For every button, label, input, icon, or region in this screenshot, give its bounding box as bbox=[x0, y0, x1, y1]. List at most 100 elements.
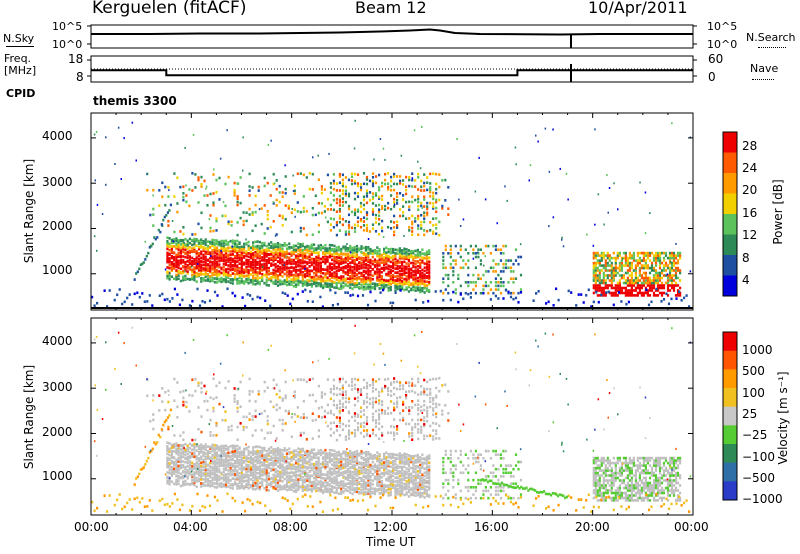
range-gate-cell bbox=[200, 241, 203, 244]
range-gate-cell bbox=[671, 263, 673, 266]
range-gate-cell bbox=[236, 487, 239, 490]
range-gate-cell bbox=[231, 272, 234, 275]
range-gate-cell bbox=[385, 272, 388, 276]
range-gate-cell bbox=[387, 225, 390, 229]
range-gate-cell bbox=[274, 470, 277, 474]
range-gate-cell bbox=[224, 242, 228, 246]
range-gate-cell bbox=[290, 278, 293, 281]
range-gate-cell bbox=[618, 274, 621, 277]
range-gate-cell bbox=[299, 226, 302, 230]
range-gate-cell bbox=[353, 255, 356, 259]
range-gate-cell bbox=[175, 264, 178, 268]
range-gate-cell bbox=[240, 456, 243, 460]
range-gate-cell bbox=[294, 274, 298, 277]
range-gate-cell bbox=[306, 486, 309, 490]
range-gate-cell bbox=[596, 276, 599, 280]
range-gate-cell bbox=[380, 266, 383, 270]
range-gate-cell bbox=[456, 138, 458, 140]
range-gate-cell bbox=[335, 277, 338, 281]
range-gate-cell bbox=[638, 261, 641, 265]
range-gate-cell bbox=[209, 461, 212, 465]
range-gate-cell bbox=[191, 464, 194, 468]
range-gate-cell bbox=[347, 230, 351, 233]
range-gate-cell bbox=[247, 478, 250, 481]
range-gate-cell bbox=[231, 447, 234, 450]
range-gate-cell bbox=[387, 264, 390, 268]
range-gate-cell bbox=[612, 269, 615, 272]
range-gate-cell bbox=[288, 457, 291, 460]
range-gate-cell bbox=[290, 467, 293, 470]
range-gate-cell bbox=[616, 286, 619, 290]
range-gate-cell bbox=[367, 246, 370, 249]
range-gate-cell bbox=[166, 258, 169, 261]
range-gate-cell bbox=[369, 265, 372, 268]
range-gate-cell bbox=[256, 468, 259, 471]
range-gate-cell bbox=[322, 276, 325, 279]
range-gate-cell bbox=[272, 271, 275, 275]
range-gate-cell bbox=[285, 270, 289, 273]
range-gate-cell bbox=[606, 276, 609, 280]
range-gate-cell bbox=[644, 261, 647, 265]
range-gate-cell bbox=[389, 277, 392, 281]
range-gate-cell bbox=[222, 458, 225, 462]
range-gate-cell bbox=[276, 254, 280, 257]
range-gate-cell bbox=[447, 273, 450, 277]
range-gate-cell bbox=[401, 287, 404, 291]
range-gate-cell bbox=[398, 265, 401, 268]
range-gate-cell bbox=[166, 297, 169, 301]
range-gate-cell bbox=[353, 251, 356, 255]
range-gate-cell bbox=[416, 260, 419, 263]
range-gate-cell bbox=[335, 274, 338, 278]
range-gate-cell bbox=[438, 173, 441, 176]
range-gate-cell bbox=[594, 266, 597, 270]
range-gate-cell bbox=[407, 277, 410, 281]
range-gate-cell bbox=[387, 286, 390, 290]
range-gate-cell bbox=[240, 450, 243, 454]
range-gate-cell bbox=[181, 298, 184, 302]
range-gate-cell bbox=[185, 184, 187, 187]
range-gate-cell bbox=[245, 485, 248, 488]
range-gate-cell bbox=[166, 254, 169, 257]
range-gate-cell bbox=[310, 250, 313, 254]
range-gate-cell bbox=[376, 249, 379, 253]
range-gate-cell bbox=[179, 251, 182, 254]
range-gate-cell bbox=[401, 257, 404, 260]
range-gate-cell bbox=[634, 294, 637, 297]
range-gate-cell bbox=[644, 266, 647, 270]
range-gate-cell bbox=[168, 252, 171, 256]
range-gate-cell bbox=[279, 283, 282, 286]
range-gate-cell bbox=[243, 274, 246, 278]
range-gate-cell bbox=[620, 261, 623, 265]
range-gate-cell bbox=[355, 281, 359, 285]
range-gate-cell bbox=[245, 467, 248, 471]
range-gate-cell bbox=[353, 274, 356, 278]
range-gate-cell bbox=[274, 481, 277, 485]
range-gate-cell bbox=[168, 242, 171, 246]
range-gate-cell bbox=[320, 202, 323, 205]
range-gate-cell bbox=[626, 259, 629, 262]
range-gate-cell bbox=[227, 255, 230, 258]
range-gate-cell bbox=[632, 269, 635, 272]
range-gate-cell bbox=[204, 478, 207, 481]
range-gate-cell bbox=[195, 239, 198, 243]
range-gate-cell bbox=[306, 248, 309, 252]
range-gate-cell bbox=[421, 287, 424, 290]
range-gate-cell bbox=[417, 160, 419, 163]
range-gate-cell bbox=[276, 479, 280, 482]
range-gate-cell bbox=[342, 252, 345, 256]
range-gate-cell bbox=[351, 270, 354, 274]
range-gate-cell bbox=[371, 262, 374, 266]
range-gate-cell bbox=[249, 471, 252, 475]
range-gate-cell bbox=[308, 484, 311, 488]
range-gate-cell bbox=[552, 304, 555, 307]
range-gate-cell bbox=[313, 456, 316, 459]
range-gate-cell bbox=[297, 479, 300, 483]
range-gate-cell bbox=[204, 452, 207, 455]
range-gate-cell bbox=[168, 263, 171, 267]
range-gate-cell bbox=[236, 473, 239, 476]
range-gate-cell bbox=[477, 251, 479, 254]
range-gate-cell bbox=[592, 254, 595, 257]
range-gate-cell bbox=[276, 453, 280, 456]
range-gate-cell bbox=[299, 210, 302, 214]
range-gate-cell bbox=[169, 203, 172, 207]
